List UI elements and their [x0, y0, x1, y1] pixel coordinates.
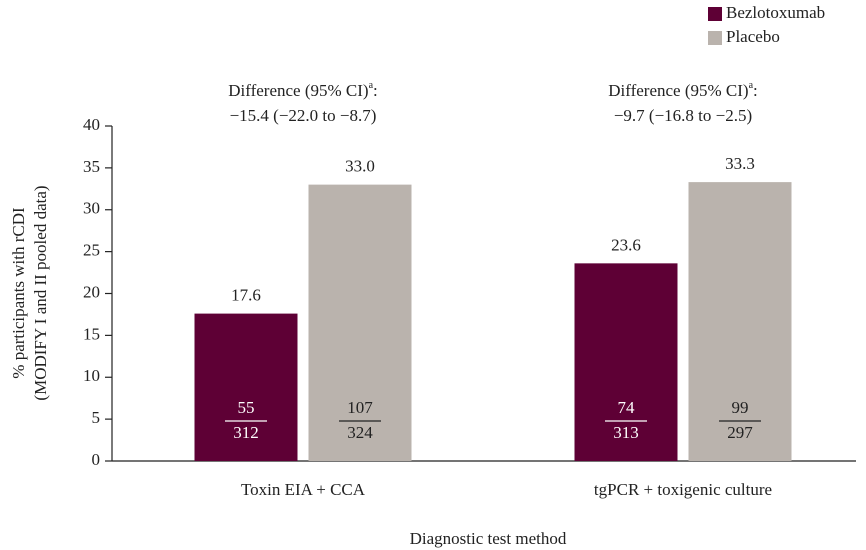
annotation-footnote: a — [749, 80, 754, 91]
value-label: 23.6 — [611, 235, 641, 254]
value-label: 33.0 — [345, 157, 375, 176]
numerator: 107 — [347, 398, 373, 417]
denominator: 313 — [613, 423, 639, 442]
y-axis-title-line: (MODIFY I and II pooled data) — [31, 185, 50, 400]
annotation-label: Difference (95% CI)a: — [228, 80, 378, 100]
x-tick-label: Toxin EIA + CCA — [241, 480, 366, 499]
x-axis-title: Diagnostic test method — [410, 529, 567, 548]
numerator: 74 — [618, 398, 636, 417]
x-tick-label: tgPCR + toxigenic culture — [594, 480, 772, 499]
annotation-text: : — [373, 81, 378, 100]
numerator: 55 — [238, 398, 255, 417]
bar — [308, 184, 412, 461]
y-tick-label: 25 — [83, 241, 100, 260]
denominator: 324 — [347, 423, 373, 442]
y-tick-label: 20 — [83, 282, 100, 301]
legend-swatch — [708, 31, 722, 45]
annotation-value: −9.7 (−16.8 to −2.5) — [614, 106, 752, 125]
y-tick-label: 10 — [83, 366, 100, 385]
numerator: 99 — [732, 398, 749, 417]
denominator: 312 — [233, 423, 259, 442]
y-tick-label: 40 — [83, 115, 100, 134]
legend-swatch — [708, 7, 722, 21]
y-tick-label: 35 — [83, 157, 100, 176]
y-tick-label: 30 — [83, 199, 100, 218]
bar — [688, 182, 792, 462]
y-tick-label: 5 — [92, 408, 101, 427]
annotation-footnote: a — [369, 80, 374, 91]
bar — [574, 263, 678, 461]
value-label: 33.3 — [725, 154, 755, 173]
bar — [194, 313, 298, 461]
y-axis-title: % participants with rCDI (MODIFY I and I… — [9, 185, 50, 400]
legend-label: Bezlotoxumab — [726, 3, 825, 22]
denominator: 297 — [727, 423, 753, 442]
annotation-label: Difference (95% CI)a: — [608, 80, 758, 100]
annotation-text: Difference (95% CI) — [608, 81, 748, 100]
annotation-value: −15.4 (−22.0 to −8.7) — [230, 106, 377, 125]
y-tick-label: 0 — [92, 450, 101, 469]
value-label: 17.6 — [231, 286, 261, 305]
annotation-text: : — [753, 81, 758, 100]
legend-label: Placebo — [726, 27, 780, 46]
y-tick-label: 15 — [83, 324, 100, 343]
annotation-text: Difference (95% CI) — [228, 81, 368, 100]
y-axis-title-line: % participants with rCDI — [9, 207, 28, 379]
